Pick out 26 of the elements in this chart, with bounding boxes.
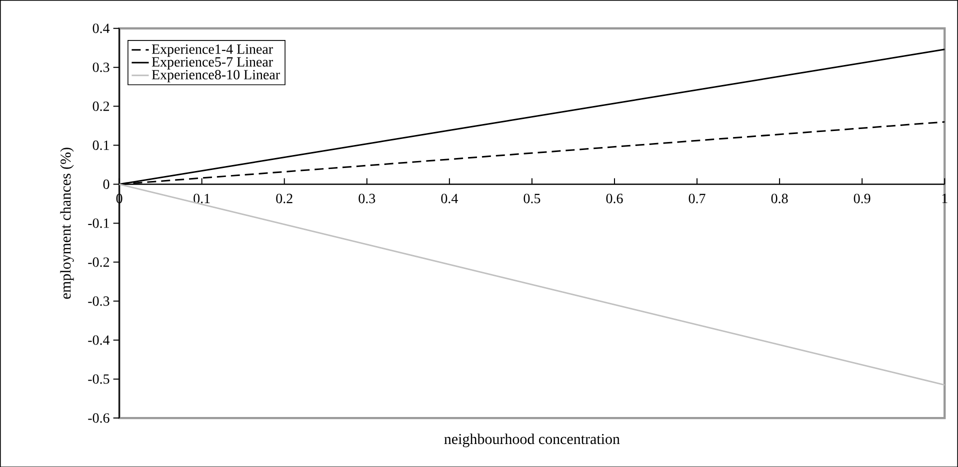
y-tick-label: 0.1 xyxy=(92,140,109,150)
x-tick-label: 1 xyxy=(942,194,948,203)
x-tick-label: 0.1 xyxy=(194,194,210,204)
y-tick-label: -0.6 xyxy=(88,413,110,423)
x-axis-title: neighbourhood concentration xyxy=(444,433,620,447)
legend-label: Experience8-10 Linear xyxy=(152,70,280,82)
legend-label: Experience5-7 Linear xyxy=(152,57,273,70)
legend-label: Experience1-4 Linear xyxy=(152,44,273,56)
x-tick-label: 0.9 xyxy=(854,194,870,204)
x-tick-label: 0.5 xyxy=(524,194,540,204)
y-tick-label: -0.1 xyxy=(88,218,109,228)
x-tick-label: 0.8 xyxy=(771,194,788,204)
y-tick-label: -0.4 xyxy=(88,335,110,345)
y-tick-label: 0.4 xyxy=(92,23,110,33)
x-tick-label: 0.7 xyxy=(688,194,706,204)
x-tick-label: 0.6 xyxy=(606,194,623,204)
x-tick-label: 0.4 xyxy=(441,194,458,204)
y-tick-label: 0.2 xyxy=(92,101,110,111)
y-tick-label: 0 xyxy=(103,179,110,189)
x-tick-label: 0.3 xyxy=(358,194,376,204)
y-tick-label: -0.3 xyxy=(88,296,110,306)
y-axis-title: employment chances (%) xyxy=(60,148,74,299)
y-tick-label: -0.5 xyxy=(88,374,110,384)
x-tick-label: 0.2 xyxy=(276,194,292,204)
y-tick-label: 0.3 xyxy=(92,62,110,72)
y-tick-label: -0.2 xyxy=(88,257,110,267)
